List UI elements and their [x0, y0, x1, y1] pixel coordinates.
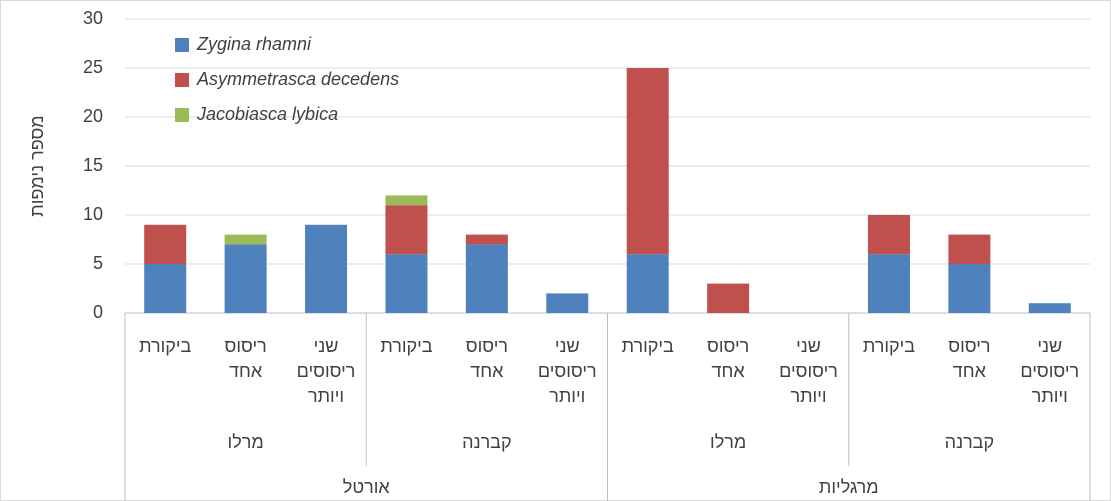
y-tick-label: 0	[93, 302, 103, 322]
x-tick-label-line: ריסוסים	[779, 361, 838, 381]
x-tick-label-line: ביקורת	[380, 336, 432, 356]
x-tick-label: ביקורת	[380, 336, 432, 356]
bar-segment	[385, 195, 428, 206]
bar-segment	[1028, 303, 1071, 313]
x-tick-label: ביקורת	[139, 336, 191, 356]
x-tick-label-line: ויותר	[549, 386, 585, 406]
bar-segment	[385, 254, 428, 313]
x-tick-label-line: ויותר	[790, 386, 826, 406]
bar-segment	[224, 234, 267, 245]
x-tick-label: שני ריסוסים ויותר	[779, 336, 838, 406]
legend-swatch	[175, 108, 189, 122]
x-tick-label-line: ביקורת	[622, 336, 674, 356]
bar-segment	[867, 254, 910, 313]
legend-swatch	[175, 38, 189, 52]
bar-segment	[144, 264, 187, 313]
x-tick-label-line: שני	[1037, 336, 1062, 356]
bar-segment	[948, 234, 991, 264]
legend-text: Asymmetrasca decedens	[196, 69, 399, 89]
x-tick-label: ריסוס אחד	[948, 336, 990, 381]
subgroup-label: קברנה	[462, 432, 511, 452]
x-tick-label-line: ביקורת	[139, 336, 191, 356]
x-tick-label: ריסוס אחד	[707, 336, 749, 381]
subgroup-label: מרלו	[228, 432, 264, 452]
x-tick-label-line: אחד	[953, 361, 987, 381]
x-tick-label: ביקורת	[863, 336, 915, 356]
subgroup-label: קברנה	[945, 432, 994, 452]
y-tick-label: 5	[93, 253, 103, 273]
bar-segment	[626, 254, 669, 313]
x-tick-label-line: שני	[555, 336, 580, 356]
x-tick-label: שני ריסוסים ויותר	[1020, 336, 1079, 406]
bar-segment	[707, 283, 750, 313]
y-tick-label: 20	[83, 106, 103, 126]
bar-segment	[305, 224, 348, 313]
x-tick-label-line: ריסוס	[466, 336, 508, 356]
x-tick-label-line: אחד	[712, 361, 746, 381]
x-tick-label-line: ריסוסים	[538, 361, 597, 381]
bar-segment	[465, 234, 508, 245]
legend-text: Jacobiasca lybica	[196, 104, 338, 124]
x-tick-label: ריסוס אחד	[466, 336, 508, 381]
bar-segment	[948, 264, 991, 313]
x-tick-label-line: ריסוסים	[1020, 361, 1079, 381]
x-tick-label-line: שני	[796, 336, 821, 356]
bar-segment	[626, 68, 669, 255]
bar-segment	[144, 224, 187, 264]
bar-segment	[385, 205, 428, 255]
subgroup-label: מרלו	[710, 432, 746, 452]
x-tick-label: שני ריסוסים ויותר	[538, 336, 597, 406]
x-tick-label-line: ריסוס	[225, 336, 267, 356]
y-tick-label: 10	[83, 204, 103, 224]
x-tick-label-line: ריסוסים	[297, 361, 356, 381]
y-tick-label: 15	[83, 155, 103, 175]
x-tick-label-line: ויותר	[1032, 386, 1068, 406]
bar-segment	[546, 293, 589, 313]
x-tick-label-line: ביקורת	[863, 336, 915, 356]
bar-segment	[224, 244, 267, 313]
x-tick-label: ריסוס אחד	[225, 336, 267, 381]
y-tick-label: 30	[83, 8, 103, 28]
y-tick-label: 25	[83, 57, 103, 77]
y-axis-label: מספר נימפות	[27, 115, 47, 216]
x-tick-label: שני ריסוסים ויותר	[297, 336, 356, 406]
legend-text: Zygina rhamni	[196, 34, 312, 54]
x-tick-label-line: שני	[314, 336, 339, 356]
x-tick-label-line: ויותר	[308, 386, 344, 406]
bar-segment	[465, 244, 508, 313]
legend-swatch	[175, 73, 189, 87]
group-label: מרגליות	[819, 477, 879, 497]
x-tick-label-line: ריסוס	[948, 336, 990, 356]
bar-segment	[867, 215, 910, 255]
x-tick-label-line: אחד	[470, 361, 504, 381]
x-tick-label: ביקורת	[622, 336, 674, 356]
group-label: אורטל	[343, 477, 391, 497]
x-tick-label-line: אחד	[229, 361, 263, 381]
x-tick-label-line: ריסוס	[707, 336, 749, 356]
